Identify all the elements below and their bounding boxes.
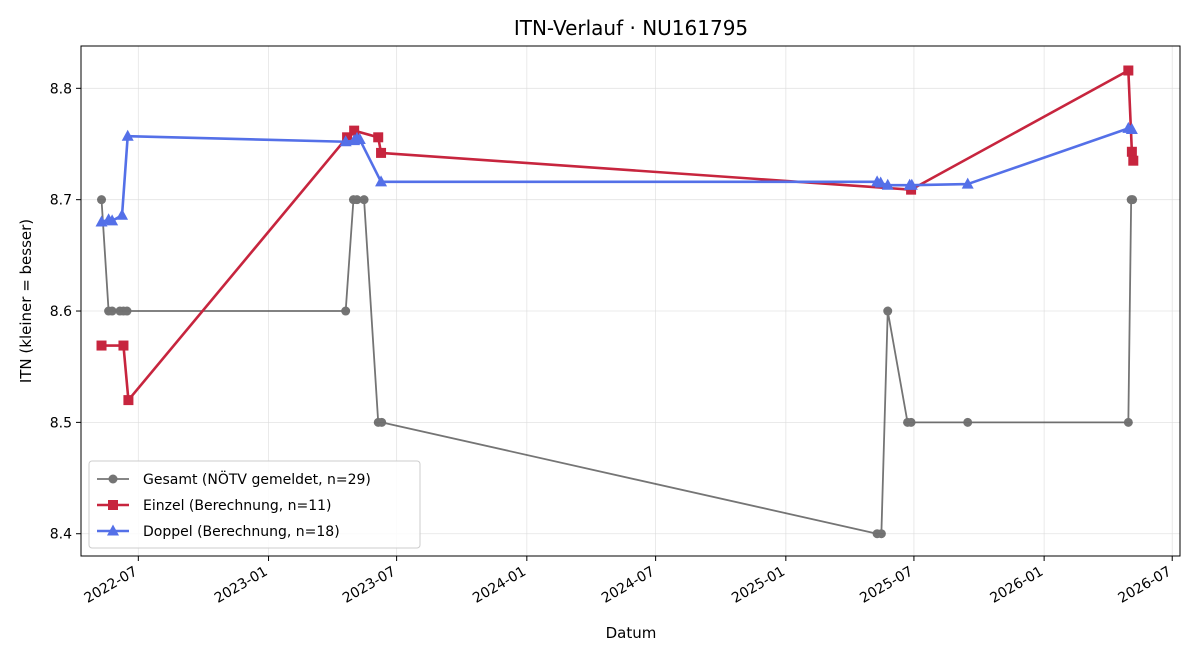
- data-point: [874, 176, 887, 188]
- data-point: [963, 417, 973, 427]
- data-point: [1128, 195, 1138, 205]
- legend-box: [88, 460, 421, 549]
- legend-marker: [108, 500, 118, 510]
- data-point: [123, 395, 134, 406]
- data-point: [97, 195, 107, 205]
- data-point: [883, 306, 893, 316]
- legend-marker: [108, 474, 118, 484]
- legend-entry: [97, 474, 129, 484]
- series-1: [97, 195, 1138, 539]
- data-point: [359, 195, 369, 205]
- data-point: [1128, 155, 1139, 166]
- legend-label: Einzel (Berechnung, n=11): [143, 498, 332, 514]
- data-point: [373, 132, 384, 143]
- plot-frame: [80, 45, 1181, 557]
- data-point: [341, 306, 351, 316]
- series-3: [95, 121, 1138, 227]
- data-point: [906, 417, 916, 427]
- x-tick-label: 2024-01: [470, 564, 529, 607]
- x-tick-label: 2023-01: [212, 564, 271, 607]
- data-point: [1123, 65, 1134, 76]
- x-tick-label: 2024-07: [599, 564, 658, 607]
- x-tick-label: 2023-07: [340, 564, 399, 607]
- legend-entry: [97, 500, 129, 510]
- data-point: [349, 125, 360, 136]
- data-point: [106, 214, 119, 226]
- y-tick-label: 8.6: [50, 304, 72, 320]
- y-tick-label: 8.4: [50, 527, 72, 543]
- data-point: [107, 306, 117, 316]
- data-point: [905, 178, 918, 190]
- data-point: [375, 175, 388, 187]
- legend-label: Doppel (Berechnung, n=18): [143, 524, 340, 540]
- data-point: [122, 306, 132, 316]
- data-point: [1123, 417, 1133, 427]
- y-axis-label: ITN (kleiner = besser): [17, 219, 35, 383]
- x-tick-label: 2025-07: [857, 564, 916, 607]
- legend: Gesamt (NÖTV gemeldet, n=29) Einzel (Bere…: [88, 460, 421, 549]
- data-point: [1126, 146, 1137, 157]
- x-tick-label: 2026-07: [1116, 564, 1175, 607]
- data-point: [116, 208, 129, 220]
- x-axis-label: Datum: [606, 624, 657, 642]
- data-point: [961, 177, 974, 189]
- data-point: [353, 133, 366, 145]
- y-tick-label: 8.8: [50, 81, 72, 97]
- data-point: [377, 417, 387, 427]
- x-tick-label: 2025-01: [729, 564, 788, 607]
- data-point: [342, 132, 353, 143]
- data-point: [376, 147, 387, 158]
- chart-title: ITN-Verlauf · NU161795: [514, 16, 748, 40]
- y-tick-label: 8.7: [50, 193, 72, 209]
- data-point: [96, 340, 107, 351]
- legend-marker: [107, 524, 119, 536]
- data-point: [121, 129, 134, 141]
- data-point: [876, 529, 886, 539]
- data-point: [881, 178, 894, 190]
- legend-label: Gesamt (NÖTV gemeldet, n=29): [143, 470, 371, 488]
- data-point: [352, 195, 362, 205]
- series-layer: [95, 65, 1139, 539]
- x-tick-label: 2022-07: [82, 564, 141, 607]
- data-point: [1125, 123, 1138, 135]
- data-point: [118, 340, 129, 351]
- x-axis-ticks: 2022-07 2023-01 2023-07 2024-01 2024-07 2025-…: [82, 556, 1175, 607]
- data-point: [339, 135, 352, 147]
- x-tick-label: 2026-01: [987, 564, 1046, 607]
- legend-entry: [97, 524, 129, 536]
- y-axis-ticks: 8.4 8.5 8.6 8.7 8.8: [50, 81, 81, 543]
- y-tick-label: 8.5: [50, 415, 72, 431]
